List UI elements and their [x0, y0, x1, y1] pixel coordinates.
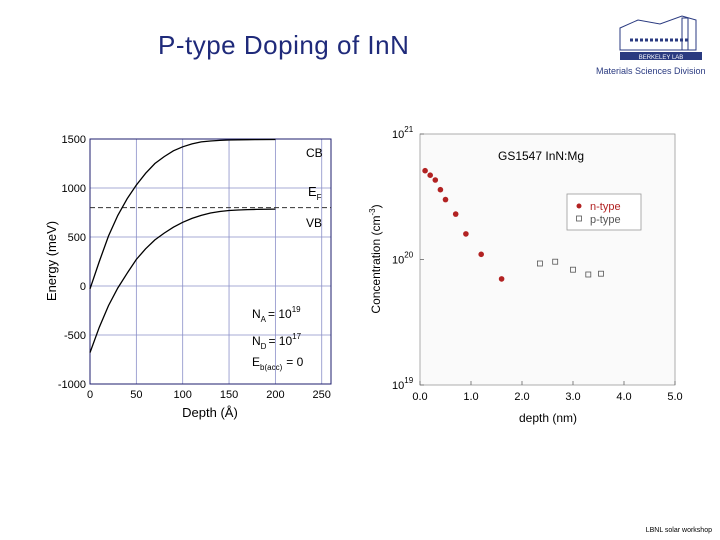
concentration-ticks: 0.0 1.0 2.0 3.0 4.0 5.0 1019 1020 1021 — [392, 125, 683, 403]
nd-annotation: ND = 1017 — [252, 332, 302, 351]
band-x-tick-label: 200 — [266, 389, 284, 401]
ntype-point — [427, 172, 433, 178]
band-x-tick-label: 150 — [220, 389, 238, 401]
ntype-point — [422, 167, 428, 174]
concentration-x-axis-label: depth (nm) — [519, 411, 577, 425]
ptype-point — [552, 258, 559, 265]
fermi-level-label: EF — [308, 184, 322, 202]
ptype-point — [598, 270, 604, 277]
ptype-point — [585, 271, 592, 278]
band-lines — [89, 138, 331, 353]
ntype-point — [437, 186, 444, 193]
ptype-point — [570, 266, 576, 273]
concentration-points — [422, 167, 604, 282]
band-x-tick-label: 250 — [313, 389, 331, 401]
logo-division: Materials Sciences Division — [596, 66, 706, 76]
concentration-x-tick-label: 5.0 — [667, 391, 682, 403]
ntype-point — [463, 231, 469, 237]
eb-annotation: Eb(acc) = 0 — [252, 355, 304, 372]
ntype-point — [452, 211, 459, 217]
band-diagram-chart: 0 50 100 150 200 250 -1000 -500 0 500 1000 1500 Dep… — [44, 134, 332, 420]
band-y-tick-label: 0 — [80, 281, 86, 293]
slide-title: P-type Doping of InN — [158, 30, 410, 60]
vb-label: VB — [306, 216, 322, 230]
ntype-point — [498, 276, 505, 282]
legend-box — [566, 193, 642, 231]
band-x-axis-label: Depth (Å) — [182, 405, 238, 420]
berkeley-lab-logo-icon: BERKELEY LAB — [619, 15, 702, 61]
concentration-y-axis-label: Concentration (cm-3) — [368, 204, 383, 313]
concentration-y-tick-label: 1019 — [392, 376, 414, 392]
legend-ntype-marker — [576, 203, 582, 209]
band-x-tick-label: 50 — [130, 389, 142, 401]
ntype-point — [442, 196, 449, 203]
legend-ptype-label: p-type — [590, 214, 621, 226]
concentration-x-tick-label: 3.0 — [565, 391, 580, 403]
cb-curve — [89, 138, 276, 290]
logo-lab-name: BERKELEY LAB — [639, 55, 684, 61]
legend-ptype-marker — [576, 215, 582, 222]
cb-label: CB — [306, 146, 323, 160]
concentration-x-tick-label: 4.0 — [616, 391, 631, 403]
concentration-y-tick-label: 1020 — [392, 251, 414, 267]
ptype-point — [536, 260, 543, 267]
ntype-point — [432, 177, 439, 183]
ntype-point — [478, 251, 484, 258]
concentration-plot-frame — [419, 133, 676, 386]
band-ticks: 0 50 100 150 200 250 -1000 -500 0 500 1000 1500 — [58, 134, 331, 401]
band-y-axis-label: Energy (meV) — [44, 221, 59, 301]
vb-curve — [89, 208, 276, 353]
band-grid — [89, 138, 331, 385]
berkeley-lab-logo: BERKELEY LAB Materials Sciences Division — [590, 10, 715, 82]
footer-text: LBNL solar workshop — [645, 527, 712, 534]
band-y-tick-label: 1500 — [62, 134, 86, 146]
concentration-x-tick-label: 0.0 — [412, 391, 427, 403]
na-annotation: NA = 1019 — [252, 305, 301, 324]
concentration-y-tick-label: 1021 — [392, 125, 414, 141]
band-y-tick-label: -1000 — [58, 379, 86, 391]
concentration-x-tick-label: 2.0 — [514, 391, 529, 403]
concentration-legend: n-type p-type — [566, 193, 642, 231]
concentration-title: GS1547 InN:Mg — [498, 149, 584, 163]
band-y-tick-label: -500 — [64, 330, 86, 342]
band-plot-frame — [89, 138, 332, 385]
band-x-tick-label: 100 — [174, 389, 192, 401]
band-x-tick-label: 0 — [87, 389, 93, 401]
concentration-chart: 0.0 1.0 2.0 3.0 4.0 5.0 1019 1020 1021 GS1547 In… — [358, 112, 693, 430]
concentration-x-tick-label: 1.0 — [463, 391, 478, 403]
legend-ntype-label: n-type — [590, 201, 621, 213]
band-y-tick-label: 500 — [68, 232, 86, 244]
band-y-tick-label: 1000 — [62, 183, 86, 195]
